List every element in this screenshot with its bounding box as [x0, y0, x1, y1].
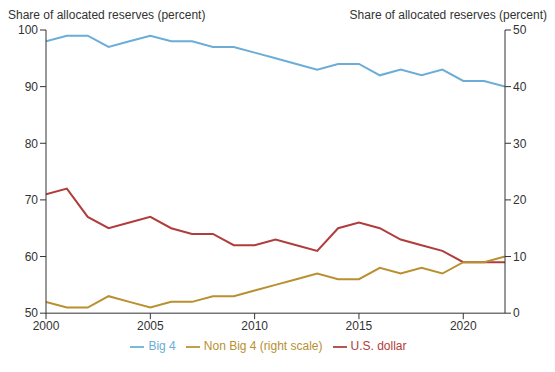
svg-text:2010: 2010	[241, 319, 268, 333]
svg-text:40: 40	[513, 80, 527, 94]
svg-text:70: 70	[25, 193, 39, 207]
svg-text:2000: 2000	[33, 319, 60, 333]
svg-text:80: 80	[25, 137, 39, 151]
svg-text:20: 20	[513, 193, 527, 207]
svg-text:2020: 2020	[450, 319, 477, 333]
svg-text:2005: 2005	[137, 319, 164, 333]
html-text:U.S. dollar: U.S. dollar	[350, 339, 407, 354]
svg-text:2015: 2015	[346, 319, 373, 333]
svg-text:60: 60	[25, 250, 39, 264]
html-text:Non Big 4 (right scale): Non Big 4 (right scale)	[203, 339, 323, 354]
svg-text:50: 50	[25, 306, 39, 320]
html-text:Big 4: Big 4	[148, 339, 176, 354]
svg-text:90: 90	[25, 80, 39, 94]
svg-text:30: 30	[513, 137, 527, 151]
svg-text:100: 100	[18, 23, 38, 37]
html-text:Share of allocated reserves (p: Share of allocated reserves (percent)	[349, 8, 547, 22]
svg-text:50: 50	[513, 23, 527, 37]
svg-text:0: 0	[513, 306, 520, 320]
svg-text:10: 10	[513, 250, 527, 264]
html-text:Share of allocated reserves (p: Share of allocated reserves (percent)	[8, 8, 206, 22]
